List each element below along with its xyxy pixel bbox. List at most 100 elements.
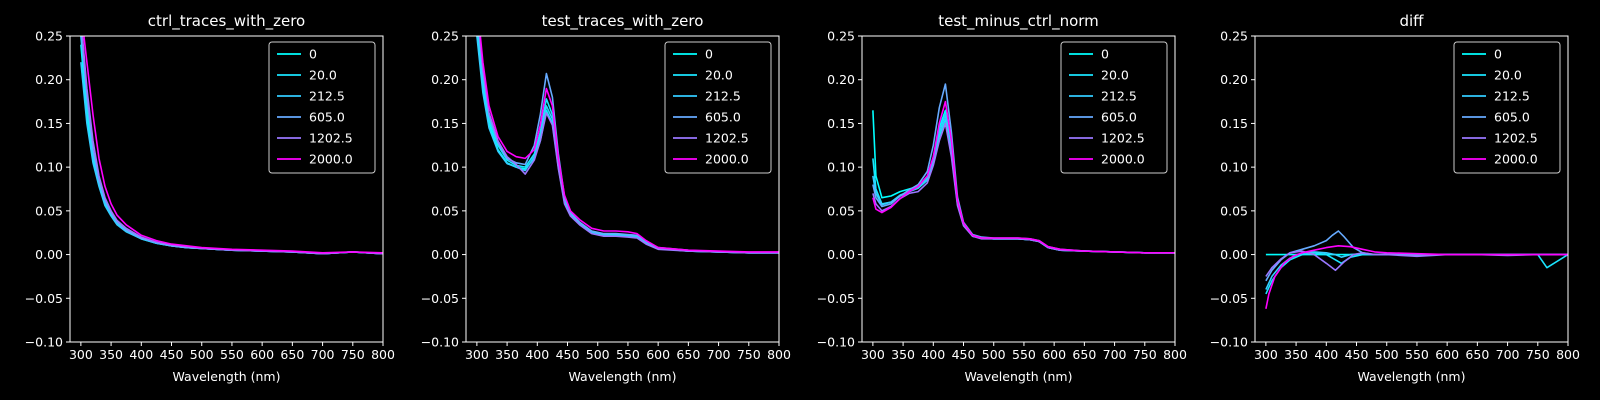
x-tick-label: 300 [465, 347, 489, 362]
x-tick-label: 500 [1375, 347, 1399, 362]
x-tick-label: 600 [1042, 347, 1066, 362]
x-tick-label: 500 [586, 347, 610, 362]
chart-title: ctrl_traces_with_zero [148, 12, 305, 31]
x-tick-label: 750 [341, 347, 365, 362]
legend-label: 605.0 [1494, 110, 1530, 125]
y-tick-label: 0.05 [431, 203, 459, 218]
legend-label: 605.0 [705, 110, 741, 125]
series-line-2 [1265, 251, 1568, 290]
y-tick-label: 0.20 [827, 72, 855, 87]
x-tick-label: 550 [1405, 347, 1429, 362]
y-tick-label: 0.00 [431, 247, 459, 262]
x-axis-label: Wavelength (nm) [1358, 369, 1466, 384]
y-tick-label: −0.10 [25, 335, 63, 350]
y-tick-label: 0.10 [431, 160, 459, 175]
chart-panel-3: diff 300 350 400 450 500 550 600 650 700 750 800 0.2… [1210, 12, 1580, 384]
legend: 0 20.0 212.5 605.0 1202.5 2000.0 [1060, 41, 1168, 174]
y-tick-label: 0.20 [35, 72, 63, 87]
x-tick-label: 300 [861, 347, 885, 362]
x-tick-label: 650 [676, 347, 700, 362]
chart-panel-1: test_traces_with_zero 300 350 400 450 500 550 6… [421, 12, 791, 384]
x-axis-label: Wavelength (nm) [965, 369, 1073, 384]
legend-label: 605.0 [309, 110, 345, 125]
legend-label: 20.0 [309, 68, 337, 83]
legend-label: 2000.0 [309, 152, 353, 167]
legend-label: 20.0 [1101, 68, 1129, 83]
legend-label: 0 [1101, 47, 1109, 62]
legend: 0 20.0 212.5 605.0 1202.5 2000.0 [1453, 41, 1561, 174]
legend-label: 212.5 [1494, 89, 1530, 104]
x-tick-label: 350 [1284, 347, 1308, 362]
y-tick-label: 0.05 [1220, 203, 1248, 218]
x-tick-label: 750 [1526, 347, 1550, 362]
x-tick-label: 600 [646, 347, 670, 362]
legend-label: 605.0 [1101, 110, 1137, 125]
series-line-1 [1265, 252, 1568, 295]
x-tick-label: 800 [371, 347, 395, 362]
y-tick-label: −0.05 [421, 291, 459, 306]
x-tick-label: 550 [616, 347, 640, 362]
y-tick-label: 0.15 [1220, 116, 1248, 131]
legend-label: 1202.5 [705, 131, 749, 146]
series-line-4 [478, 36, 779, 254]
x-tick-label: 800 [767, 347, 791, 362]
chart-panel-0: ctrl_traces_with_zero 300 350 400 450 500 550 6… [25, 12, 395, 384]
legend-label: 1202.5 [309, 131, 353, 146]
x-tick-label: 400 [525, 347, 549, 362]
y-tick-label: 0.25 [35, 29, 63, 44]
x-tick-label: 500 [982, 347, 1006, 362]
y-tick-label: −0.10 [817, 335, 855, 350]
x-tick-label: 500 [190, 347, 214, 362]
x-tick-label: 400 [921, 347, 945, 362]
y-tick-label: 0.20 [431, 72, 459, 87]
chart-title: test_minus_ctrl_norm [938, 12, 1099, 31]
y-tick-label: −0.05 [817, 291, 855, 306]
y-tick-label: −0.05 [25, 291, 63, 306]
series-line-5 [872, 100, 1175, 254]
y-tick-label: 0.15 [431, 116, 459, 131]
y-tick-label: 0.15 [35, 116, 63, 131]
legend-label: 212.5 [1101, 89, 1137, 104]
y-tick-label: 0.05 [35, 203, 63, 218]
legend-label: 2000.0 [705, 152, 749, 167]
y-tick-label: −0.10 [1210, 335, 1248, 350]
y-tick-label: 0.00 [1220, 247, 1248, 262]
x-tick-label: 800 [1556, 347, 1580, 362]
series-line-5 [83, 36, 383, 254]
y-tick-label: 0.00 [827, 247, 855, 262]
y-tick-label: −0.10 [421, 335, 459, 350]
x-tick-label: 650 [1465, 347, 1489, 362]
x-tick-label: 650 [1072, 347, 1096, 362]
x-tick-label: 400 [1314, 347, 1338, 362]
y-tick-label: 0.10 [1220, 160, 1248, 175]
x-tick-label: 800 [1163, 347, 1187, 362]
x-tick-label: 300 [1254, 347, 1278, 362]
chart-title: test_traces_with_zero [542, 12, 704, 31]
x-tick-label: 450 [556, 347, 580, 362]
series-line-5 [479, 36, 779, 253]
x-tick-label: 350 [891, 347, 915, 362]
y-tick-label: 0.00 [35, 247, 63, 262]
x-tick-label: 350 [99, 347, 123, 362]
x-tick-label: 700 [1103, 347, 1127, 362]
y-tick-label: 0.20 [1220, 72, 1248, 87]
y-tick-label: 0.15 [827, 116, 855, 131]
legend-label: 1202.5 [1101, 131, 1145, 146]
chart-panel-2: test_minus_ctrl_norm 300 350 400 450 500 550 60… [817, 12, 1187, 384]
y-tick-label: 0.05 [827, 203, 855, 218]
y-tick-label: −0.05 [1210, 291, 1248, 306]
x-tick-label: 450 [1345, 347, 1369, 362]
y-tick-label: 0.10 [35, 160, 63, 175]
legend-label: 0 [309, 47, 317, 62]
y-tick-label: 0.10 [827, 160, 855, 175]
x-tick-label: 300 [69, 347, 93, 362]
x-tick-label: 600 [250, 347, 274, 362]
x-tick-label: 750 [737, 347, 761, 362]
axes-frame [1254, 35, 1569, 343]
axes-frame [69, 35, 384, 343]
x-tick-label: 400 [129, 347, 153, 362]
x-tick-label: 750 [1133, 347, 1157, 362]
legend: 0 20.0 212.5 605.0 1202.5 2000.0 [664, 41, 772, 174]
axes-frame [861, 35, 1176, 343]
